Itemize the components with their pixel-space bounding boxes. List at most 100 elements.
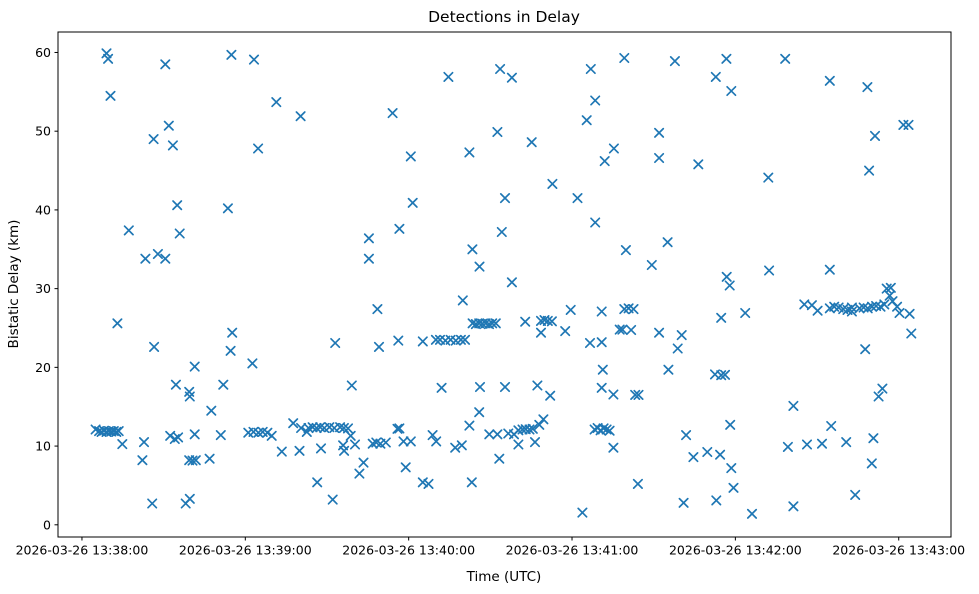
data-point-marker <box>312 477 323 488</box>
data-point-marker <box>721 271 732 282</box>
data-point-marker <box>903 119 914 130</box>
data-point-marker <box>492 429 503 440</box>
data-point-marker <box>604 425 615 436</box>
data-point-marker <box>892 301 903 312</box>
data-point-marker <box>400 462 411 473</box>
data-point-marker <box>167 140 178 151</box>
data-point-marker <box>490 318 501 329</box>
data-point-marker <box>464 147 475 158</box>
data-point-marker <box>608 442 619 453</box>
data-point-marker <box>204 453 215 464</box>
data-point-marker <box>394 423 405 434</box>
data-point-marker <box>693 159 704 170</box>
data-point-marker <box>879 299 890 310</box>
data-point-marker <box>160 59 171 70</box>
data-point-marker <box>393 335 404 346</box>
data-point-marker <box>724 280 735 291</box>
data-point-marker <box>601 424 612 435</box>
data-point-marker <box>373 341 385 352</box>
y-tick-label: 40 <box>35 202 51 217</box>
chart-title: Detections in Delay <box>428 8 580 26</box>
data-point-marker <box>105 90 116 101</box>
data-point-marker <box>295 111 306 122</box>
data-point-marker <box>123 225 134 236</box>
plot-border <box>57 31 952 538</box>
data-point-marker <box>149 341 160 352</box>
data-point-marker <box>846 306 857 317</box>
data-point-marker <box>380 437 391 448</box>
data-point-marker <box>372 304 383 315</box>
data-point-marker <box>492 126 503 138</box>
data-point-marker <box>864 165 875 176</box>
data-point-marker <box>517 424 528 435</box>
data-point-marker <box>248 54 260 65</box>
data-point-marker <box>117 439 128 450</box>
data-point-marker <box>398 436 409 447</box>
data-point-marker <box>392 423 403 434</box>
data-point-marker <box>524 424 535 435</box>
data-point-marker <box>215 430 226 441</box>
data-point-marker <box>103 53 114 64</box>
data-point-marker <box>630 389 641 400</box>
data-point-marker <box>904 308 915 319</box>
data-point-marker <box>174 228 185 239</box>
data-point-marker <box>850 489 861 500</box>
data-point-marker <box>430 334 441 345</box>
data-point-marker <box>184 493 195 504</box>
data-point-marker <box>873 391 884 402</box>
data-point-marker <box>189 361 200 372</box>
x-tick-label: 2026-03-26 13:41:00 <box>506 543 639 558</box>
data-point-marker <box>163 120 174 131</box>
data-point-marker <box>190 455 201 466</box>
data-point-marker <box>436 382 447 393</box>
data-point-marker <box>496 226 507 238</box>
data-point-marker <box>165 430 176 441</box>
y-tick-label: 0 <box>43 517 51 532</box>
data-point-marker <box>881 283 892 294</box>
data-point-marker <box>617 324 628 335</box>
data-point-marker <box>339 445 350 456</box>
data-point-marker <box>877 383 888 394</box>
data-point-marker <box>812 305 823 316</box>
data-point-marker <box>494 453 505 464</box>
data-point-marker <box>499 381 511 393</box>
data-point-marker <box>222 203 233 214</box>
scatter-markers <box>90 48 917 519</box>
data-point-marker <box>147 498 158 509</box>
data-point-marker <box>824 75 835 86</box>
data-point-marker <box>271 97 282 108</box>
data-point-marker <box>226 49 237 60</box>
data-point-marker <box>113 426 124 437</box>
data-point-marker <box>513 439 524 450</box>
data-point-marker <box>565 304 576 315</box>
data-point-marker <box>546 316 557 327</box>
x-tick-label: 2026-03-26 13:42:00 <box>669 543 802 558</box>
data-point-marker <box>456 440 467 451</box>
data-point-marker <box>253 143 264 154</box>
data-point-marker <box>342 423 354 434</box>
data-point-marker <box>764 265 775 276</box>
data-point-marker <box>702 446 713 458</box>
data-point-marker <box>788 501 799 512</box>
data-point-marker <box>450 442 461 453</box>
data-point-marker <box>294 445 305 456</box>
data-point-marker <box>138 437 150 448</box>
data-point-marker <box>140 253 151 264</box>
data-point-marker <box>782 441 793 452</box>
data-point-marker <box>487 318 498 329</box>
data-point-marker <box>218 379 229 390</box>
data-point-marker <box>330 337 341 349</box>
data-point-marker <box>590 95 601 106</box>
data-point-marker <box>266 430 277 441</box>
data-point-marker <box>358 457 369 468</box>
data-point-marker <box>598 423 609 434</box>
data-point-marker <box>654 152 665 164</box>
data-point-marker <box>725 419 736 430</box>
y-tick-label: 50 <box>35 124 51 139</box>
data-point-marker <box>535 327 547 338</box>
data-point-marker <box>721 53 732 64</box>
data-point-marker <box>596 306 607 317</box>
data-point-marker <box>427 430 438 441</box>
data-point-marker <box>170 379 181 390</box>
data-point-marker <box>327 494 338 505</box>
